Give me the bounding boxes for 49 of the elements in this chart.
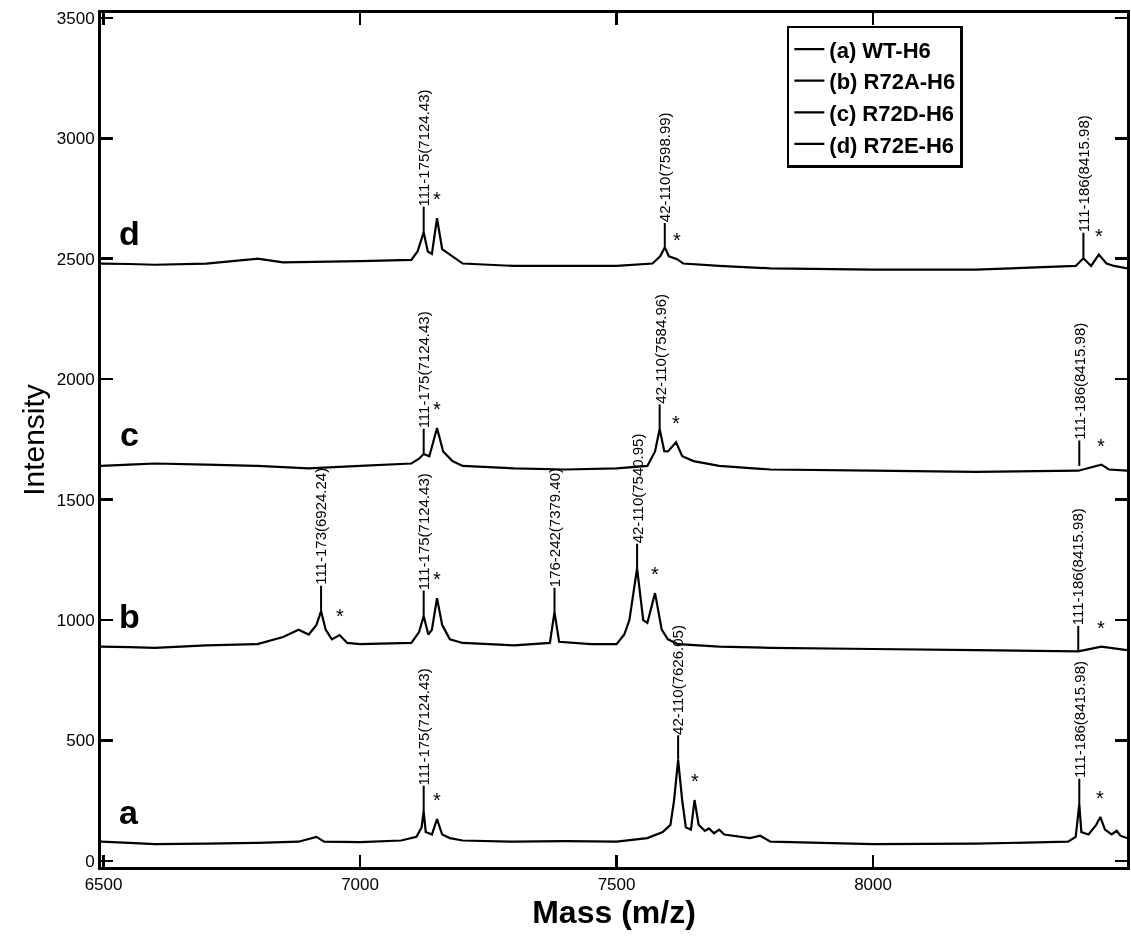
y-tick-label: 2500 — [56, 249, 95, 269]
annotation: * — [1097, 617, 1105, 639]
legend-label: (b) R72A-H6 — [829, 69, 956, 95]
annotation: 111-186(8415.98) — [1069, 508, 1087, 626]
annotation: b — [119, 597, 140, 635]
annotation: * — [433, 789, 441, 811]
y-tick-label: 3500 — [56, 8, 95, 28]
annotation: a — [119, 793, 139, 831]
y-tick-label: 1500 — [56, 490, 95, 510]
annotation: 111-175(7124.43) — [414, 89, 432, 207]
annotation: * — [336, 605, 344, 627]
annotation: * — [1096, 787, 1104, 809]
annotation: 111-175(7124.43) — [414, 311, 432, 429]
y-tick-label: 1000 — [56, 611, 95, 631]
annotation: * — [672, 412, 680, 434]
annotation: 42-110(7540.95) — [628, 433, 646, 544]
annotation: * — [433, 568, 441, 590]
annotation: 111-186(8415.98) — [1074, 115, 1092, 233]
x-tick-label: 7000 — [341, 875, 379, 895]
annotation: 176-242(7379.40) — [545, 467, 563, 588]
x-tick-label: 6500 — [84, 875, 123, 895]
annotation: 111-186(8415.98) — [1070, 322, 1088, 440]
annotation: d — [119, 214, 140, 252]
annotation: * — [691, 770, 699, 792]
annotation: * — [1095, 225, 1103, 247]
annotation: 111-186(8415.98) — [1070, 660, 1088, 779]
annotation: 42-110(7598.99) — [656, 112, 674, 223]
annotation: 111-175(7124.43) — [415, 473, 433, 591]
x-axis-title: Mass (m/z) — [532, 894, 696, 931]
annotation: 42-110(7584.96) — [651, 293, 669, 404]
annotation: c — [120, 415, 139, 453]
annotation: 42-110(7626.05) — [669, 625, 687, 735]
annotation: * — [433, 188, 441, 210]
y-tick-label: 2000 — [56, 370, 95, 390]
y-tick-label: 500 — [66, 731, 95, 751]
annotation: * — [651, 563, 659, 585]
annotation: * — [673, 229, 681, 251]
annotation: 111-175(7124.43) — [414, 668, 432, 786]
annotation: * — [433, 398, 441, 420]
y-tick-label: 0 — [85, 851, 95, 871]
legend-label: (a) WT-H6 — [829, 37, 931, 63]
legend-label: (d) R72E-H6 — [829, 132, 955, 158]
annotation: 111-173(6924.24) — [312, 467, 330, 585]
y-axis-title: Intensity — [16, 384, 50, 496]
x-tick-label: 7500 — [597, 875, 636, 895]
y-tick-label: 3000 — [56, 129, 95, 149]
x-tick-label: 8000 — [854, 875, 892, 895]
legend-label: (c) R72D-H6 — [829, 100, 955, 126]
annotation: * — [1097, 435, 1105, 457]
